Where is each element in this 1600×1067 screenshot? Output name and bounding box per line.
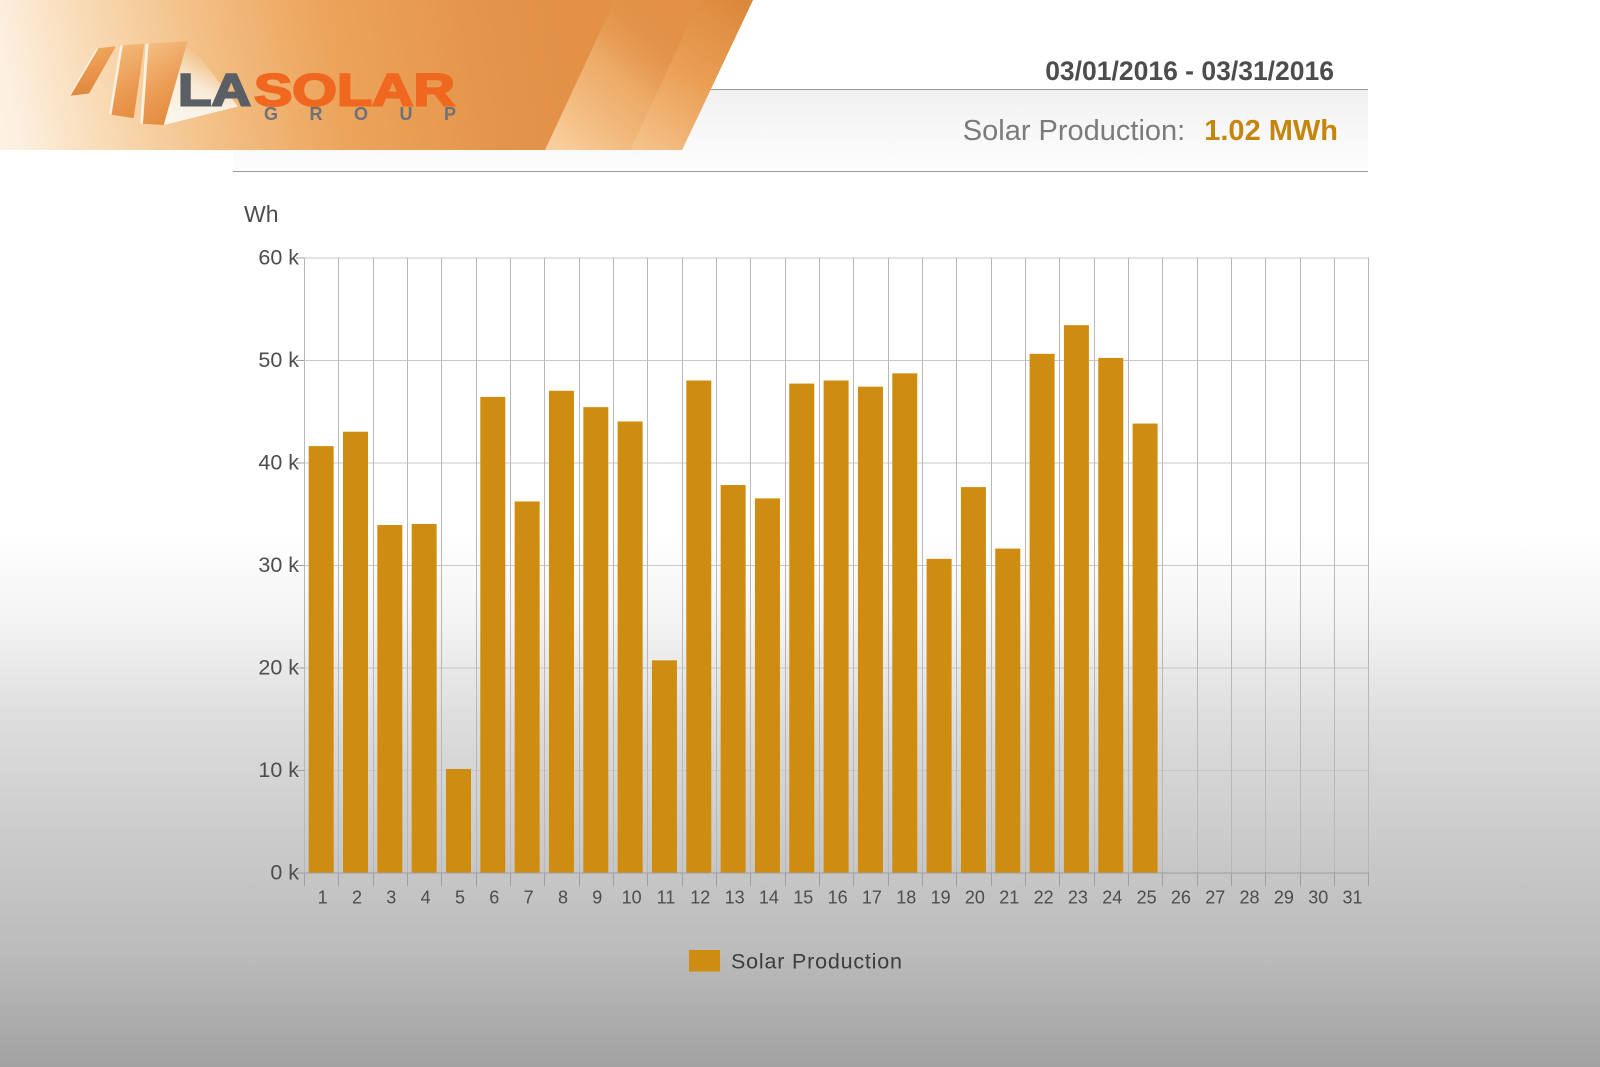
svg-text:1: 1 [318, 888, 328, 908]
svg-text:LA: LA [178, 65, 251, 116]
svg-text:29: 29 [1274, 888, 1294, 908]
svg-text:8: 8 [558, 888, 568, 908]
svg-text:20: 20 [965, 888, 985, 908]
svg-text:0 k: 0 k [270, 861, 299, 885]
svg-text:19: 19 [931, 888, 951, 908]
svg-text:10: 10 [622, 888, 642, 908]
svg-text:7: 7 [524, 888, 534, 908]
svg-text:4: 4 [421, 888, 431, 908]
svg-text:2: 2 [352, 888, 362, 908]
svg-text:26: 26 [1171, 888, 1191, 908]
svg-text:28: 28 [1240, 888, 1260, 908]
svg-text:30: 30 [1308, 888, 1328, 908]
svg-text:20 k: 20 k [258, 656, 299, 680]
svg-text:10 k: 10 k [258, 758, 299, 782]
svg-text:9: 9 [592, 888, 602, 908]
svg-text:24: 24 [1102, 888, 1122, 908]
svg-text:60 k: 60 k [258, 246, 299, 270]
svg-text:GROUP: GROUP [264, 104, 456, 124]
svg-text:18: 18 [896, 888, 916, 908]
svg-text:27: 27 [1205, 888, 1225, 908]
svg-text:Wh: Wh [244, 201, 279, 227]
svg-text:11: 11 [657, 888, 676, 908]
svg-text:21: 21 [999, 888, 1019, 908]
svg-text:50 k: 50 k [258, 348, 299, 372]
svg-text:3: 3 [386, 888, 396, 908]
svg-text:17: 17 [862, 888, 882, 908]
svg-text:12: 12 [690, 888, 710, 908]
svg-text:40 k: 40 k [258, 451, 299, 475]
svg-text:31: 31 [1343, 888, 1363, 908]
svg-text:14: 14 [759, 888, 779, 908]
svg-text:16: 16 [828, 888, 848, 908]
svg-text:SOLAR: SOLAR [254, 65, 455, 116]
svg-text:15: 15 [793, 888, 813, 908]
svg-text:30 k: 30 k [258, 553, 299, 577]
svg-text:13: 13 [725, 888, 745, 908]
svg-text:6: 6 [489, 888, 499, 908]
svg-text:22: 22 [1034, 888, 1054, 908]
svg-text:23: 23 [1068, 888, 1088, 908]
svg-text:Solar Production: Solar Production [731, 950, 903, 974]
svg-text:5: 5 [455, 888, 465, 908]
svg-text:25: 25 [1137, 888, 1157, 908]
